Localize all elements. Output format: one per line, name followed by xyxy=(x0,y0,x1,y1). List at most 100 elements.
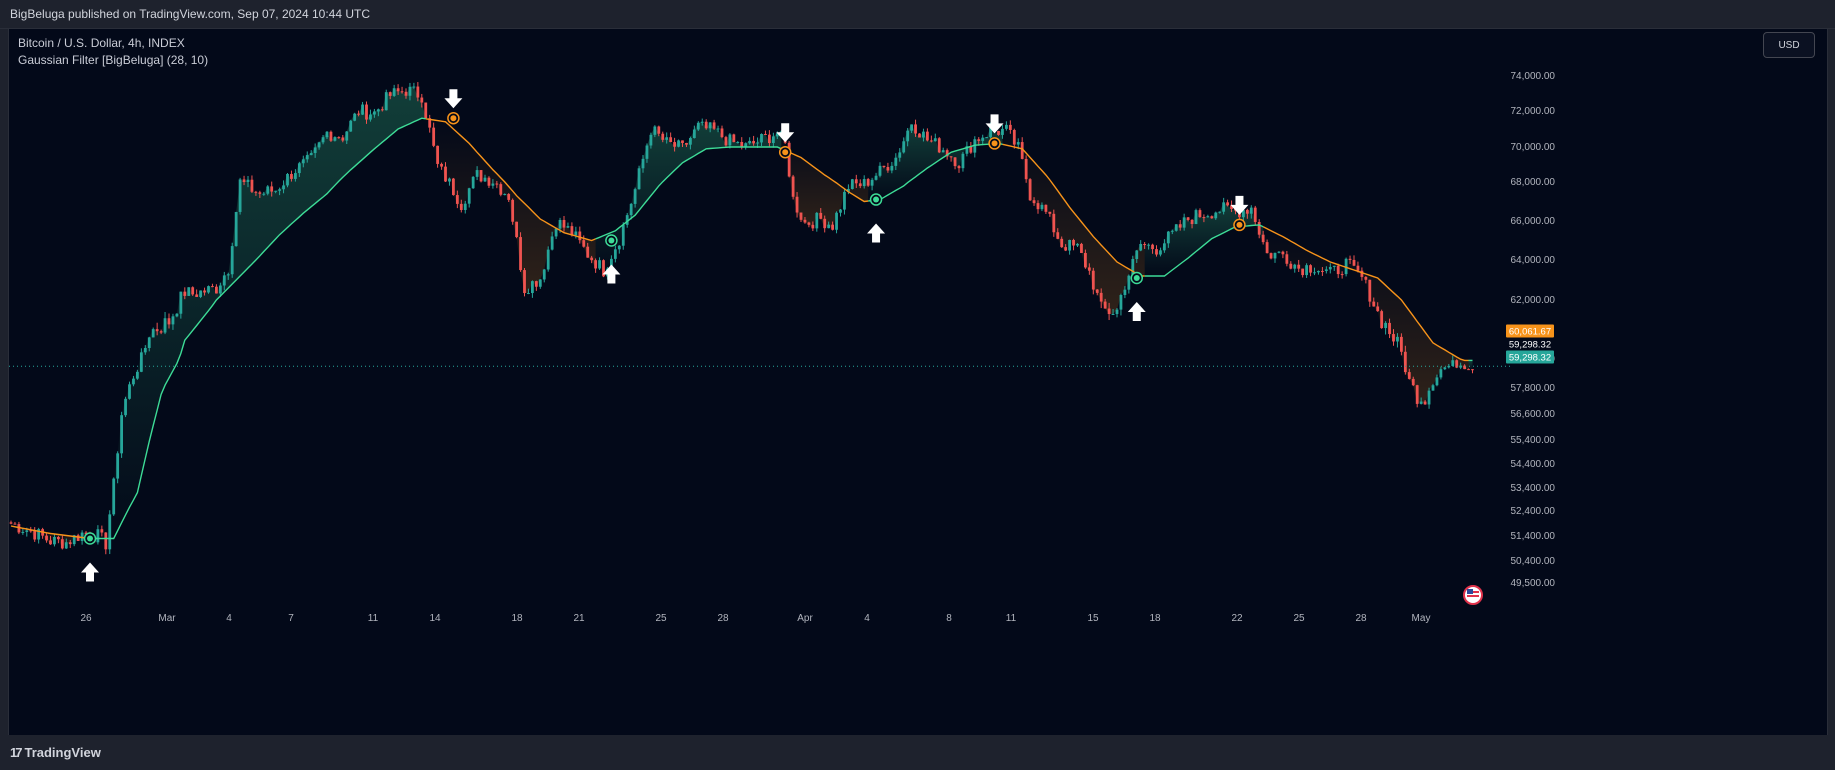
candle-body xyxy=(155,329,159,332)
buy-signal[interactable] xyxy=(867,193,886,243)
candle-body xyxy=(653,126,657,135)
candle-body xyxy=(1431,385,1435,391)
candle-body xyxy=(1328,266,1332,270)
candle xyxy=(361,101,364,116)
sell-signal[interactable] xyxy=(1230,195,1249,232)
candle-body xyxy=(1364,276,1368,280)
time-tick-label: 8 xyxy=(946,613,952,624)
price-chart[interactable]: 74,000.00 72,000.00 70,000.00 68,000.00 66,0… xyxy=(9,29,1827,735)
candle xyxy=(1392,329,1395,346)
candle xyxy=(404,88,408,99)
candle xyxy=(191,286,195,296)
symbol-title[interactable]: Bitcoin / U.S. Dollar, 4h, INDEX xyxy=(18,36,185,50)
candle xyxy=(1182,213,1186,231)
candle-body xyxy=(538,279,542,287)
candle xyxy=(629,202,633,220)
candle xyxy=(1218,211,1222,214)
candle-body xyxy=(400,91,404,93)
candle xyxy=(716,125,720,133)
candle-body xyxy=(124,398,127,416)
candle-body xyxy=(1155,249,1158,255)
tradingview-logo[interactable]: 17 TradingView xyxy=(10,745,101,760)
sell-signal[interactable] xyxy=(444,89,463,125)
candle-body xyxy=(80,532,84,541)
buy-signal[interactable] xyxy=(81,532,99,582)
candle-body xyxy=(424,102,428,119)
signal-dot xyxy=(608,237,615,244)
candle xyxy=(973,136,977,158)
candle-body xyxy=(1032,200,1036,204)
candle-body xyxy=(1281,251,1285,255)
candle-body xyxy=(1127,275,1131,290)
candle xyxy=(827,221,831,229)
sell-signal[interactable] xyxy=(985,114,1004,150)
candle-body xyxy=(629,203,633,216)
candle-body xyxy=(467,188,471,204)
candle-body xyxy=(590,257,594,261)
candle-body xyxy=(1068,239,1071,251)
filter-fill xyxy=(11,523,94,549)
candle xyxy=(582,235,586,248)
candle-body xyxy=(1376,306,1380,312)
candle-body xyxy=(977,139,981,141)
candle xyxy=(440,162,443,170)
candle-body xyxy=(420,97,424,103)
candle xyxy=(163,311,167,335)
candle-body xyxy=(436,145,439,164)
price-axis: 74,000.00 72,000.00 70,000.00 68,000.00 66,0… xyxy=(1506,71,1555,589)
candle-body xyxy=(452,178,455,196)
price-tick-label: 50,400.00 xyxy=(1511,556,1556,567)
candle xyxy=(878,162,882,178)
candle-body xyxy=(692,129,696,139)
chart-panel[interactable]: 74,000.00 72,000.00 70,000.00 68,000.00 66,0… xyxy=(8,28,1828,736)
candle-body xyxy=(1202,217,1206,219)
candle xyxy=(803,217,807,224)
candle-body xyxy=(1143,243,1147,245)
candle-body xyxy=(941,150,945,153)
candle-body xyxy=(1407,372,1411,379)
candle xyxy=(104,532,108,555)
candle-body xyxy=(894,157,898,166)
buy-signal[interactable] xyxy=(602,234,621,284)
candle-body xyxy=(1194,210,1198,224)
candle-body xyxy=(862,179,866,187)
candle-body xyxy=(1336,265,1340,275)
candle-body xyxy=(258,192,262,194)
candle-body xyxy=(1415,385,1419,404)
currency-button[interactable]: USD xyxy=(1763,32,1815,58)
candle-body xyxy=(1119,294,1123,310)
candle-body xyxy=(1218,211,1222,213)
candle xyxy=(333,136,337,142)
candle xyxy=(57,535,60,544)
candle xyxy=(752,135,755,146)
candle xyxy=(949,156,953,162)
candle-body xyxy=(657,126,661,134)
arrow-up-icon xyxy=(81,562,99,582)
candle-body xyxy=(187,287,191,296)
candle-body xyxy=(57,536,60,540)
candle xyxy=(37,527,41,544)
candle xyxy=(1285,250,1289,267)
candle-body xyxy=(1103,301,1107,309)
buy-signal[interactable] xyxy=(1127,271,1146,322)
signal-dot xyxy=(873,196,880,203)
candle-body xyxy=(803,219,807,223)
candle xyxy=(669,132,673,143)
candle xyxy=(1135,249,1139,263)
candle-body xyxy=(139,352,143,372)
candle xyxy=(1052,209,1056,237)
candle xyxy=(902,137,906,154)
candle-body xyxy=(68,542,72,545)
candle xyxy=(696,121,700,131)
candle xyxy=(155,322,159,336)
price-tick-label: 57,800.00 xyxy=(1511,383,1556,394)
candle xyxy=(1459,362,1463,370)
published-info: BigBeluga published on TradingView.com, … xyxy=(10,7,371,21)
candle xyxy=(811,221,815,232)
tradingview-logo-icon: 17 xyxy=(10,745,23,760)
sell-signal[interactable] xyxy=(776,123,795,159)
indicator-title[interactable]: Gaussian Filter [BigBeluga] (28, 10) xyxy=(18,53,209,67)
region-flag-icon[interactable] xyxy=(1463,585,1483,605)
candle xyxy=(412,82,416,89)
time-tick-label: 28 xyxy=(1355,613,1367,624)
